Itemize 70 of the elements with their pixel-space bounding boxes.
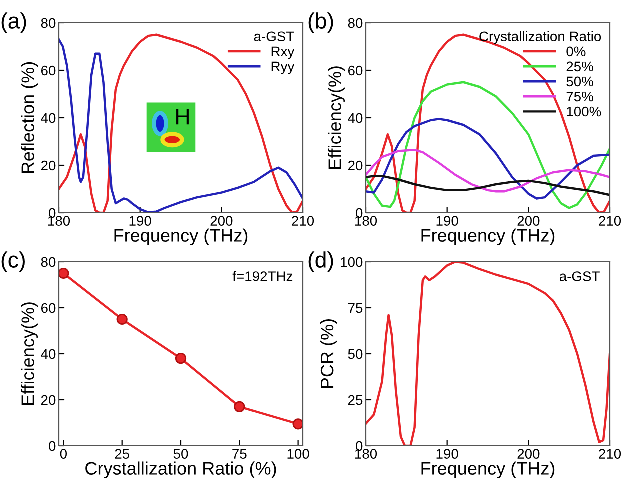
y-tick-label: 40 (41, 349, 56, 360)
y-tick-label: 75 (348, 303, 363, 314)
y-axis-title: Efficiency(%) (21, 302, 38, 406)
legend-label: 75% (566, 92, 594, 102)
x-tick-label: 200 (210, 216, 233, 226)
point (116, 314, 128, 326)
text: (d) (308, 252, 334, 272)
y-tick-label: 60 (41, 66, 56, 76)
legend-label: 0% (566, 46, 586, 57)
x-tick-label: 75 (232, 449, 247, 459)
y-tick-label: 60 (348, 66, 363, 76)
x-tick-label: 190 (130, 216, 152, 226)
x-tick-label: 50 (174, 449, 188, 459)
annotation: f=192THz (232, 271, 293, 282)
y-axis-title: Reflection (%) (21, 62, 38, 174)
y-axis-title: Efficiency(%) (328, 66, 345, 170)
y-tick-label: 60 (41, 303, 56, 314)
x-tick-label: 100 (288, 449, 310, 459)
point (292, 418, 303, 430)
legend-label: Rxy (272, 46, 295, 60)
line-series (366, 175, 610, 196)
x-axis-title: Frequency (THz) (114, 228, 248, 246)
point (175, 353, 187, 364)
x-axis-title: Frequency (THz) (422, 228, 555, 246)
y-tick-label: 80 (41, 18, 56, 28)
y-tick-label: 20 (41, 160, 56, 171)
annotation: H (176, 109, 189, 125)
y-tick-label: 50 (348, 349, 363, 360)
x-axis-title: Frequency (THz) (422, 462, 555, 479)
line-series (366, 148, 610, 193)
x-tick-label: 190 (436, 449, 458, 459)
y-tick-label: 80 (348, 18, 363, 28)
x-tick-label: 180 (355, 449, 378, 459)
x-tick-label: 200 (518, 449, 540, 459)
x-tick-label: 180 (48, 216, 70, 226)
annotation: a-GST (560, 272, 600, 282)
line-series (366, 118, 610, 200)
legend-label: 25% (566, 62, 594, 72)
x-tick-label: 200 (518, 216, 540, 226)
text: (a) (2, 12, 26, 34)
y-tick-label: 40 (348, 113, 363, 124)
x-axis-title: Crystallization Ratio (%) (86, 462, 276, 479)
y-tick-label: 20 (41, 395, 56, 406)
x-tick-label: 210 (599, 449, 622, 459)
point (234, 401, 246, 412)
x-tick-label: 25 (115, 449, 130, 459)
legend-label: 100% (567, 106, 602, 117)
text: (c) (2, 252, 25, 272)
y-tick-label: 0 (356, 441, 363, 452)
x-tick-label: 0 (60, 449, 68, 459)
y-tick-label: 0 (356, 208, 363, 218)
y-axis-title: PCR (%) (320, 320, 338, 388)
y-tick-label: 100 (341, 257, 363, 268)
point (59, 268, 70, 280)
y-tick-label: 80 (41, 257, 56, 268)
x-tick-label: 180 (355, 216, 378, 226)
text: (b) (308, 12, 334, 34)
y-tick-label: 25 (348, 395, 363, 406)
legend-title: Crystallization Ratio (480, 31, 602, 44)
y-tick-label: 40 (41, 113, 56, 124)
y-tick-label: 0 (49, 441, 56, 452)
x-tick-label: 190 (436, 216, 458, 226)
y-tick-label: 0 (49, 208, 56, 218)
legend-label: Ryy (272, 62, 295, 74)
legend-title: a-GST (254, 32, 294, 42)
legend-label: 50% (566, 76, 594, 87)
x-tick-label: 210 (292, 216, 314, 226)
y-tick-label: 20 (348, 160, 363, 171)
x-tick-label: 210 (599, 216, 622, 226)
line-series (366, 262, 610, 446)
